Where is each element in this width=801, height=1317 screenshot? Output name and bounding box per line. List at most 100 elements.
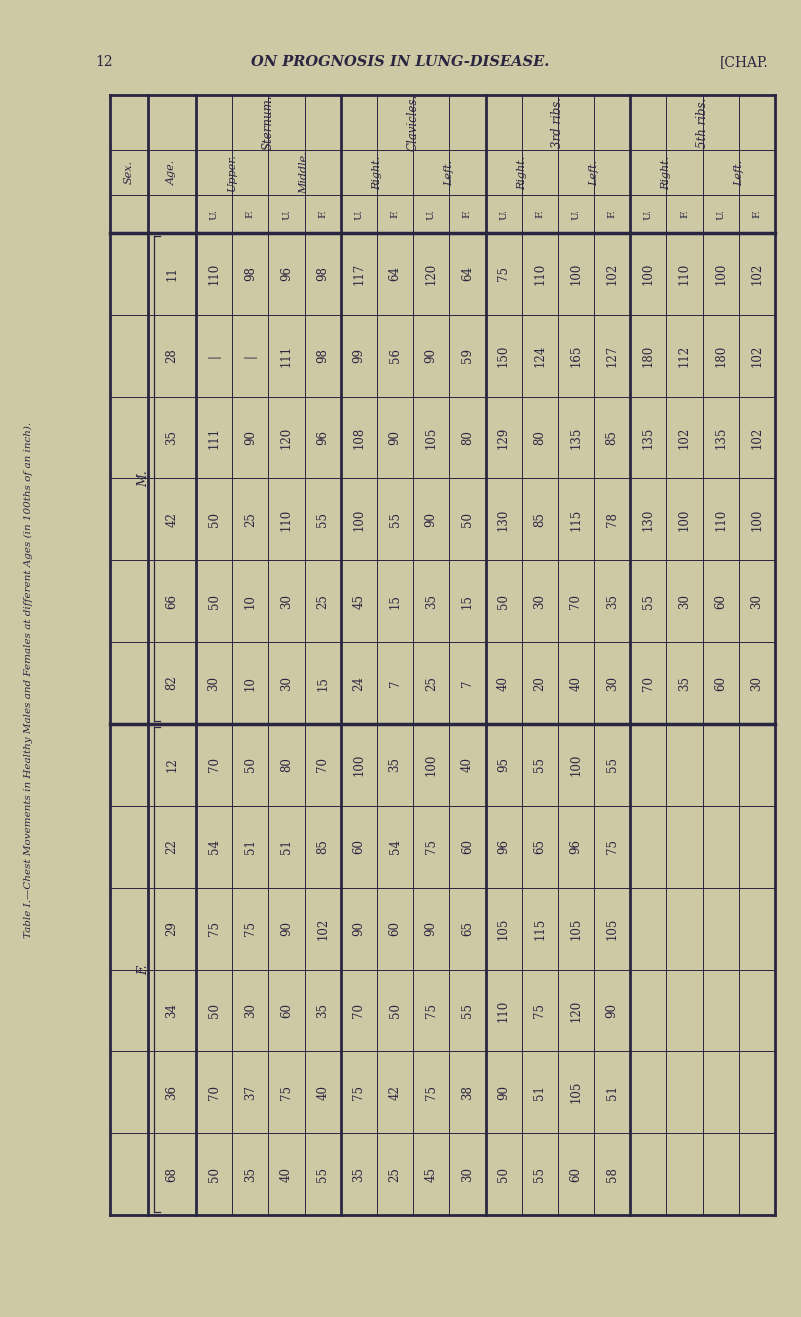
Text: U.: U. — [210, 208, 219, 220]
Text: 30: 30 — [244, 1004, 257, 1018]
Text: 66: 66 — [166, 594, 179, 608]
Text: 110: 110 — [497, 1000, 510, 1022]
Text: 85: 85 — [533, 512, 546, 527]
Text: 111: 111 — [280, 345, 293, 367]
Text: 58: 58 — [606, 1167, 618, 1181]
Text: 150: 150 — [497, 345, 510, 367]
Text: 110: 110 — [280, 508, 293, 531]
Text: Upper.: Upper. — [227, 154, 237, 191]
Text: 51: 51 — [280, 839, 293, 855]
Text: 80: 80 — [461, 431, 474, 445]
Text: 80: 80 — [533, 431, 546, 445]
Text: 50: 50 — [207, 512, 220, 527]
Text: 30: 30 — [280, 676, 293, 690]
Text: 55: 55 — [316, 1167, 329, 1181]
Text: 3rd ribs.: 3rd ribs. — [551, 97, 565, 148]
Text: 99: 99 — [352, 348, 365, 363]
Text: 40: 40 — [461, 757, 474, 772]
Text: [CHAP.: [CHAP. — [720, 55, 769, 68]
Text: 25: 25 — [244, 512, 257, 527]
Text: 98: 98 — [316, 348, 329, 363]
Text: 65: 65 — [461, 921, 474, 936]
Text: Middle.: Middle. — [300, 151, 309, 194]
Text: 60: 60 — [388, 921, 401, 936]
Text: 105: 105 — [570, 918, 582, 940]
Text: 51: 51 — [244, 839, 257, 855]
Text: 96: 96 — [570, 839, 582, 855]
Text: 75: 75 — [425, 839, 437, 855]
Text: 37: 37 — [244, 1085, 257, 1100]
Text: 75: 75 — [533, 1004, 546, 1018]
Text: 38: 38 — [461, 1085, 474, 1100]
Text: Sex.: Sex. — [124, 161, 134, 184]
Text: 7: 7 — [461, 680, 474, 687]
Text: U.: U. — [282, 208, 291, 220]
Text: 35: 35 — [244, 1167, 257, 1181]
Text: 60: 60 — [352, 839, 365, 855]
Text: 90: 90 — [606, 1004, 618, 1018]
Text: 130: 130 — [497, 508, 510, 531]
Text: 35: 35 — [352, 1167, 365, 1181]
Text: 30: 30 — [606, 676, 618, 690]
Text: Right.: Right. — [372, 155, 382, 190]
Text: 60: 60 — [714, 676, 727, 690]
Text: 75: 75 — [280, 1085, 293, 1100]
Text: 70: 70 — [207, 1085, 220, 1100]
Text: 55: 55 — [606, 757, 618, 772]
Text: 115: 115 — [533, 918, 546, 940]
Text: 30: 30 — [533, 594, 546, 608]
Text: U.: U. — [644, 208, 653, 220]
Text: 35: 35 — [425, 594, 437, 608]
Text: 15: 15 — [388, 594, 401, 608]
Text: 100: 100 — [714, 262, 727, 284]
Text: F.: F. — [318, 209, 327, 219]
Text: 35: 35 — [388, 757, 401, 772]
Text: 127: 127 — [606, 345, 618, 367]
Text: 54: 54 — [388, 839, 401, 855]
Text: U.: U. — [716, 208, 725, 220]
Text: 15: 15 — [461, 594, 474, 608]
Text: 75: 75 — [425, 1085, 437, 1100]
Text: 51: 51 — [533, 1085, 546, 1100]
Text: 130: 130 — [642, 508, 655, 531]
Text: 110: 110 — [533, 263, 546, 284]
Text: 50: 50 — [497, 594, 510, 608]
Text: 98: 98 — [244, 266, 257, 282]
Text: 25: 25 — [425, 676, 437, 690]
Text: 90: 90 — [280, 921, 293, 936]
Text: 70: 70 — [207, 757, 220, 772]
Text: 55: 55 — [533, 757, 546, 772]
Text: 10: 10 — [244, 676, 257, 690]
Text: Left.: Left. — [734, 159, 744, 186]
Text: 40: 40 — [497, 676, 510, 690]
Text: Table I.—Chest Movements in Healthy Males and Females at different Ages (in 100t: Table I.—Chest Movements in Healthy Male… — [23, 421, 33, 938]
Text: F.: F. — [246, 209, 255, 219]
Text: 50: 50 — [207, 1004, 220, 1018]
Text: 135: 135 — [642, 427, 655, 449]
Text: 102: 102 — [606, 263, 618, 284]
Text: 110: 110 — [714, 508, 727, 531]
Text: 30: 30 — [280, 594, 293, 608]
Text: 40: 40 — [570, 676, 582, 690]
Text: 90: 90 — [388, 431, 401, 445]
Text: F.: F. — [138, 964, 151, 975]
Text: 80: 80 — [280, 757, 293, 772]
Text: Age.: Age. — [167, 159, 177, 186]
Text: 35: 35 — [166, 431, 179, 445]
Text: 95: 95 — [497, 757, 510, 772]
Text: 64: 64 — [388, 266, 401, 282]
Text: 7: 7 — [388, 680, 401, 687]
Text: U.: U. — [354, 208, 364, 220]
Text: 100: 100 — [751, 508, 763, 531]
Text: 35: 35 — [606, 594, 618, 608]
Text: 50: 50 — [388, 1004, 401, 1018]
Text: Right.: Right. — [662, 155, 671, 190]
Text: 96: 96 — [280, 266, 293, 282]
Text: 55: 55 — [461, 1004, 474, 1018]
Text: 105: 105 — [606, 918, 618, 940]
Text: 5th ribs.: 5th ribs. — [696, 97, 709, 148]
Text: 102: 102 — [678, 427, 691, 449]
Text: F.: F. — [752, 209, 762, 219]
Text: F.: F. — [463, 209, 472, 219]
Text: 75: 75 — [207, 921, 220, 936]
